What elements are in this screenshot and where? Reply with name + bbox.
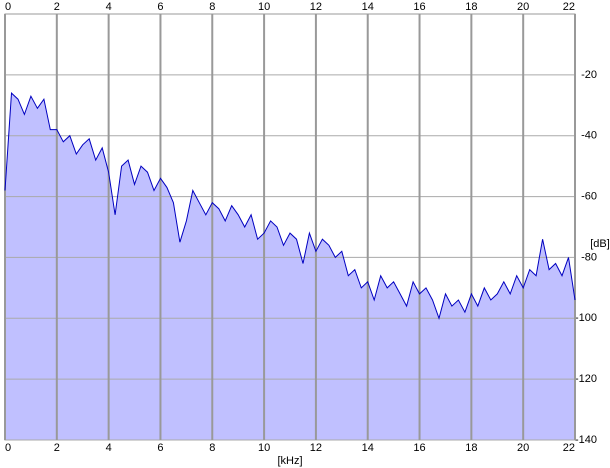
y-tick-label: -80 [581, 251, 597, 263]
y-axis-label: [dB] [590, 238, 610, 250]
x-tick-label-top: 14 [362, 1, 374, 13]
x-axis-label: [kHz] [277, 455, 302, 467]
x-tick-label-top: 18 [465, 1, 477, 13]
y-tick-label: -40 [581, 130, 597, 142]
x-tick-label: 14 [362, 442, 374, 454]
x-tick-label-top: 8 [209, 1, 215, 13]
x-tick-label: 6 [157, 442, 163, 454]
y-tick-label: -60 [581, 190, 597, 202]
x-tick-label: 8 [209, 442, 215, 454]
y-tick-label: -140 [575, 434, 597, 446]
x-tick-label: 22 [563, 442, 575, 454]
x-tick-label: 0 [5, 442, 11, 454]
x-tick-label-top: 20 [517, 1, 529, 13]
x-tick-label-top: 16 [413, 1, 425, 13]
x-tick-label: 10 [258, 442, 270, 454]
x-tick-label-top: 0 [5, 1, 11, 13]
x-tick-label: 18 [465, 442, 477, 454]
x-tick-label-top: 4 [106, 1, 112, 13]
x-tick-label: 16 [413, 442, 425, 454]
x-tick-label-top: 10 [258, 1, 270, 13]
x-tick-label: 4 [106, 442, 112, 454]
x-tick-label-top: 2 [54, 1, 60, 13]
x-tick-label: 20 [517, 442, 529, 454]
x-tick-label-top: 22 [563, 1, 575, 13]
y-tick-label: -100 [575, 312, 597, 324]
x-tick-label-top: 6 [157, 1, 163, 13]
x-tick-label: 2 [54, 442, 60, 454]
y-tick-label: -120 [575, 373, 597, 385]
x-tick-label: 12 [310, 442, 322, 454]
x-tick-label-top: 12 [310, 1, 322, 13]
y-tick-label: -20 [581, 69, 597, 81]
spectrum-area [5, 93, 575, 440]
spectrum-line [4, 92, 576, 320]
